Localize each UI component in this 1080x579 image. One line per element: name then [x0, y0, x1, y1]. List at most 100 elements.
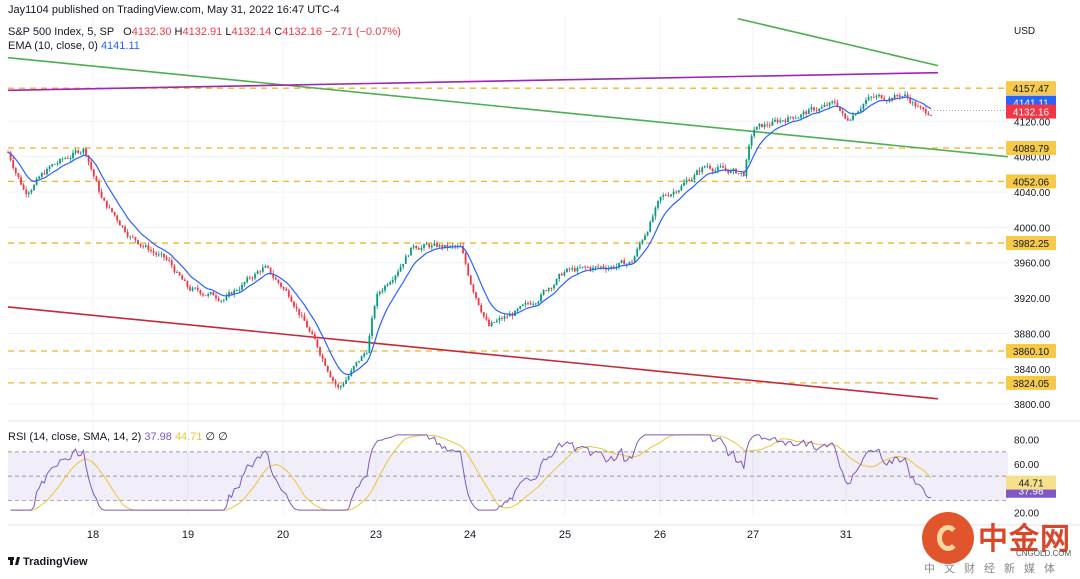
open-label: O: [123, 26, 132, 38]
candle-body: [571, 268, 574, 270]
candle-body: [105, 200, 108, 208]
time-tick: 31: [840, 529, 852, 541]
candle-body: [919, 106, 922, 108]
currency-label: USD: [1014, 26, 1035, 37]
close-label: C: [274, 26, 283, 38]
candle-body: [906, 94, 909, 98]
candle-body: [774, 119, 776, 122]
candle-body: [449, 245, 451, 248]
candle-body: [813, 107, 815, 111]
candle-body: [147, 245, 150, 250]
candle-body: [670, 194, 672, 197]
candle-body: [202, 293, 204, 296]
candle-body: [540, 294, 542, 302]
candle-body: [280, 282, 282, 287]
candle-body: [901, 96, 904, 98]
candle-body: [696, 170, 698, 175]
candle-body: [160, 253, 163, 255]
candle-body: [584, 266, 587, 268]
rsi-tick: 20.00: [1014, 509, 1039, 520]
candle-body: [592, 267, 594, 270]
price-labels: 4157.47 4089.79 4052.06 3982.25 3860.10 3824.…: [931, 81, 1056, 498]
candle-body: [176, 272, 178, 273]
change-value: −2.71 (−0.07%): [325, 26, 401, 38]
candle-body: [581, 266, 584, 268]
candle-body: [243, 282, 246, 285]
candle-body: [381, 290, 384, 292]
candle-body: [157, 254, 160, 256]
candle-body: [904, 94, 906, 97]
trendline: [7, 71, 939, 92]
candle-body: [168, 259, 171, 261]
candle-body: [30, 190, 33, 193]
price-tick: 3880.00: [1014, 329, 1051, 340]
candle-body: [196, 287, 199, 291]
candle-body: [560, 273, 563, 276]
candle-body: [443, 244, 446, 248]
candle-body: [282, 286, 285, 289]
candle-body: [781, 120, 784, 122]
candle-body: [579, 267, 581, 269]
candle-body: [376, 293, 379, 307]
candle-body: [454, 245, 457, 247]
candle-body: [46, 168, 48, 175]
rsi-value: 37.98: [144, 431, 172, 443]
candle-body: [831, 101, 834, 103]
candle-body: [389, 282, 392, 285]
close-value: 4132.16: [282, 26, 322, 38]
candle-body: [836, 102, 839, 107]
candle-body: [516, 308, 519, 311]
candle-body: [306, 320, 308, 328]
candle-body: [527, 302, 529, 304]
candle-body: [131, 236, 134, 238]
candle-body: [573, 268, 576, 272]
price-tick: 3840.00: [1014, 365, 1051, 376]
rsi-tick: 80.00: [1014, 436, 1039, 447]
candle-body: [386, 284, 389, 286]
candle-body: [183, 279, 186, 282]
candle-body: [745, 159, 748, 177]
price-label: 4141.11: [1013, 99, 1049, 110]
candle-body: [368, 335, 371, 353]
candle-body: [789, 116, 792, 118]
candle-body: [14, 167, 17, 174]
candle-body: [646, 231, 649, 236]
candle-body: [321, 355, 324, 359]
time-tick: 19: [182, 529, 194, 541]
candle-body: [410, 247, 412, 256]
ohlc-legend: S&P 500 Index, 5, SP O4132.30 H4132.91 L…: [8, 26, 401, 38]
candle-body: [667, 195, 670, 197]
candle-body: [204, 295, 207, 297]
candle-body: [124, 226, 126, 232]
candle-body: [423, 244, 425, 248]
candle-body: [391, 279, 394, 283]
rsi-legend: RSI (14, close, SMA, 14, 2) 37.98 44.71 …: [8, 430, 228, 443]
candle-body: [664, 195, 667, 196]
candle-body: [597, 266, 600, 268]
candle-body: [766, 124, 769, 126]
candle-body: [654, 207, 657, 217]
candle-body: [261, 267, 264, 272]
candle-body: [805, 111, 808, 114]
candle-body: [911, 102, 914, 104]
candle-body: [849, 119, 852, 121]
tradingview-footer[interactable]: TradingView: [8, 555, 88, 568]
candle-body: [191, 288, 194, 291]
footer-brand: TradingView: [23, 556, 88, 568]
candle-body: [485, 316, 488, 320]
candle-body: [404, 256, 407, 265]
candle-body: [152, 251, 155, 253]
candle-body: [662, 195, 665, 197]
candle-body: [823, 104, 826, 107]
candle-body: [810, 107, 813, 110]
candle-body: [20, 177, 22, 185]
candle-body: [178, 272, 181, 276]
candle-body: [508, 314, 511, 317]
candle-body: [9, 152, 12, 160]
candle-body: [867, 97, 870, 101]
candle-body: [878, 94, 880, 97]
time-axis: 18 19 20 23 24 25 26 27 31: [87, 529, 852, 541]
candle-body: [87, 155, 90, 163]
candle-body: [488, 319, 490, 327]
